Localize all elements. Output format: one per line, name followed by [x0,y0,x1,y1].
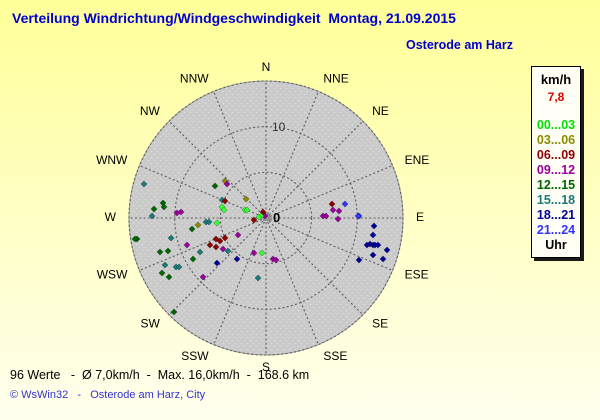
svg-text:SW: SW [141,316,161,330]
svg-text:NE: NE [372,104,389,118]
svg-text:SSE: SSE [323,349,347,363]
svg-text:N: N [262,60,271,74]
svg-text:SSW: SSW [181,349,209,363]
svg-text:W: W [105,210,117,224]
svg-text:NNE: NNE [323,72,348,86]
svg-text:0: 0 [273,210,280,225]
svg-text:WSW: WSW [97,268,128,282]
svg-text:NNW: NNW [180,72,209,86]
svg-text:SE: SE [372,316,388,330]
svg-text:E: E [416,210,424,224]
svg-text:10: 10 [272,120,286,134]
svg-text:NW: NW [140,104,161,118]
svg-text:ESE: ESE [405,268,429,282]
svg-text:WNW: WNW [96,153,128,167]
svg-text:ENE: ENE [405,153,430,167]
